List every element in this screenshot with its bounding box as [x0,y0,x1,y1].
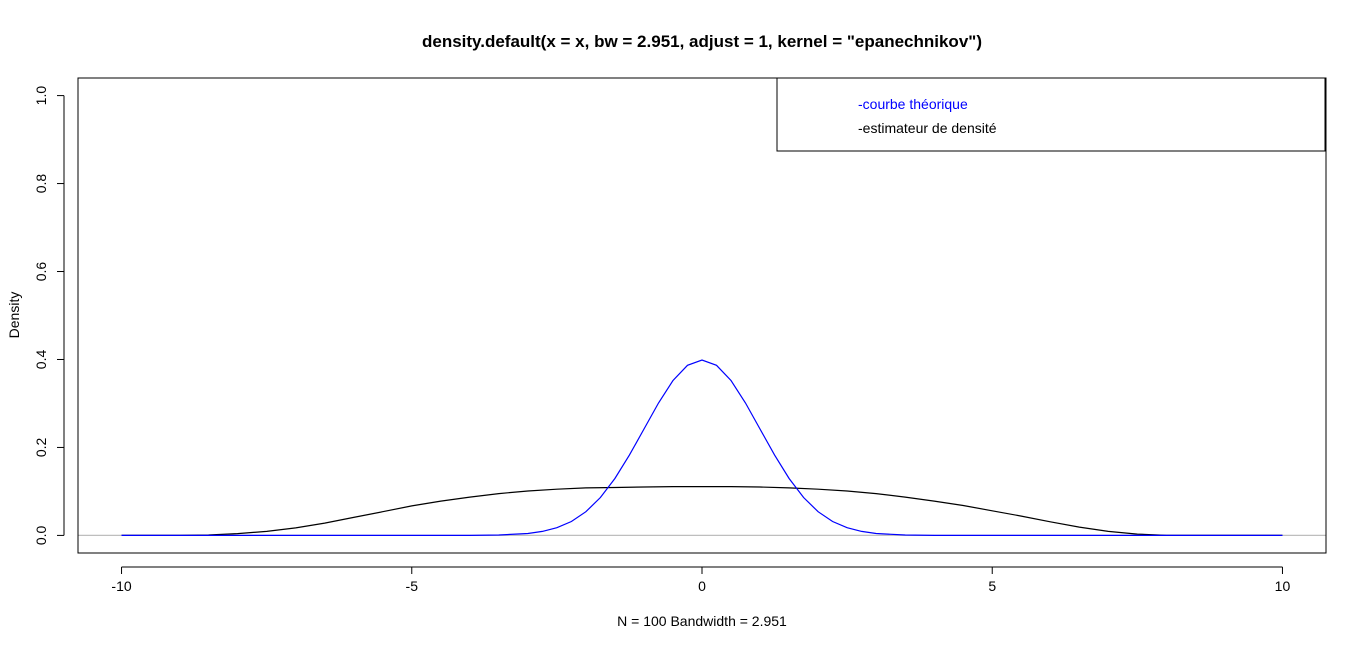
x-axis: -10 -5 0 5 10 [111,566,1291,594]
y-tick-label: 0.6 [33,262,49,282]
x-tick-label: 5 [988,578,996,594]
legend-entry-theoretical: -courbe théorique [858,96,968,112]
y-axis-label: Density [6,292,22,339]
y-tick-label: 1.0 [33,86,49,106]
y-tick-label: 0.2 [33,438,49,458]
y-tick-label: 0.8 [33,174,49,194]
y-tick-label: 0.0 [33,525,49,545]
plot-area-box [77,77,1327,554]
chart-title: density.default(x = x, bw = 2.951, adjus… [422,32,982,51]
legend-entry-density-estimator: -estimateur de densité [858,120,997,136]
x-tick-label: -5 [406,578,419,594]
series-line-0 [121,486,1283,537]
x-tick-label: 0 [698,578,706,594]
x-tick-label: -10 [111,578,131,594]
series-line-1 [121,359,1283,537]
series-layer [121,359,1283,537]
legend-box [776,77,1326,152]
y-tick-label: 0.4 [33,350,49,370]
y-axis: 0.0 0.2 0.4 0.6 0.8 1.0 [33,86,65,545]
legend: -courbe théorique -estimateur de densité [776,77,1326,152]
x-tick-label: 10 [1275,578,1291,594]
x-axis-label: N = 100 Bandwidth = 2.951 [617,613,787,629]
